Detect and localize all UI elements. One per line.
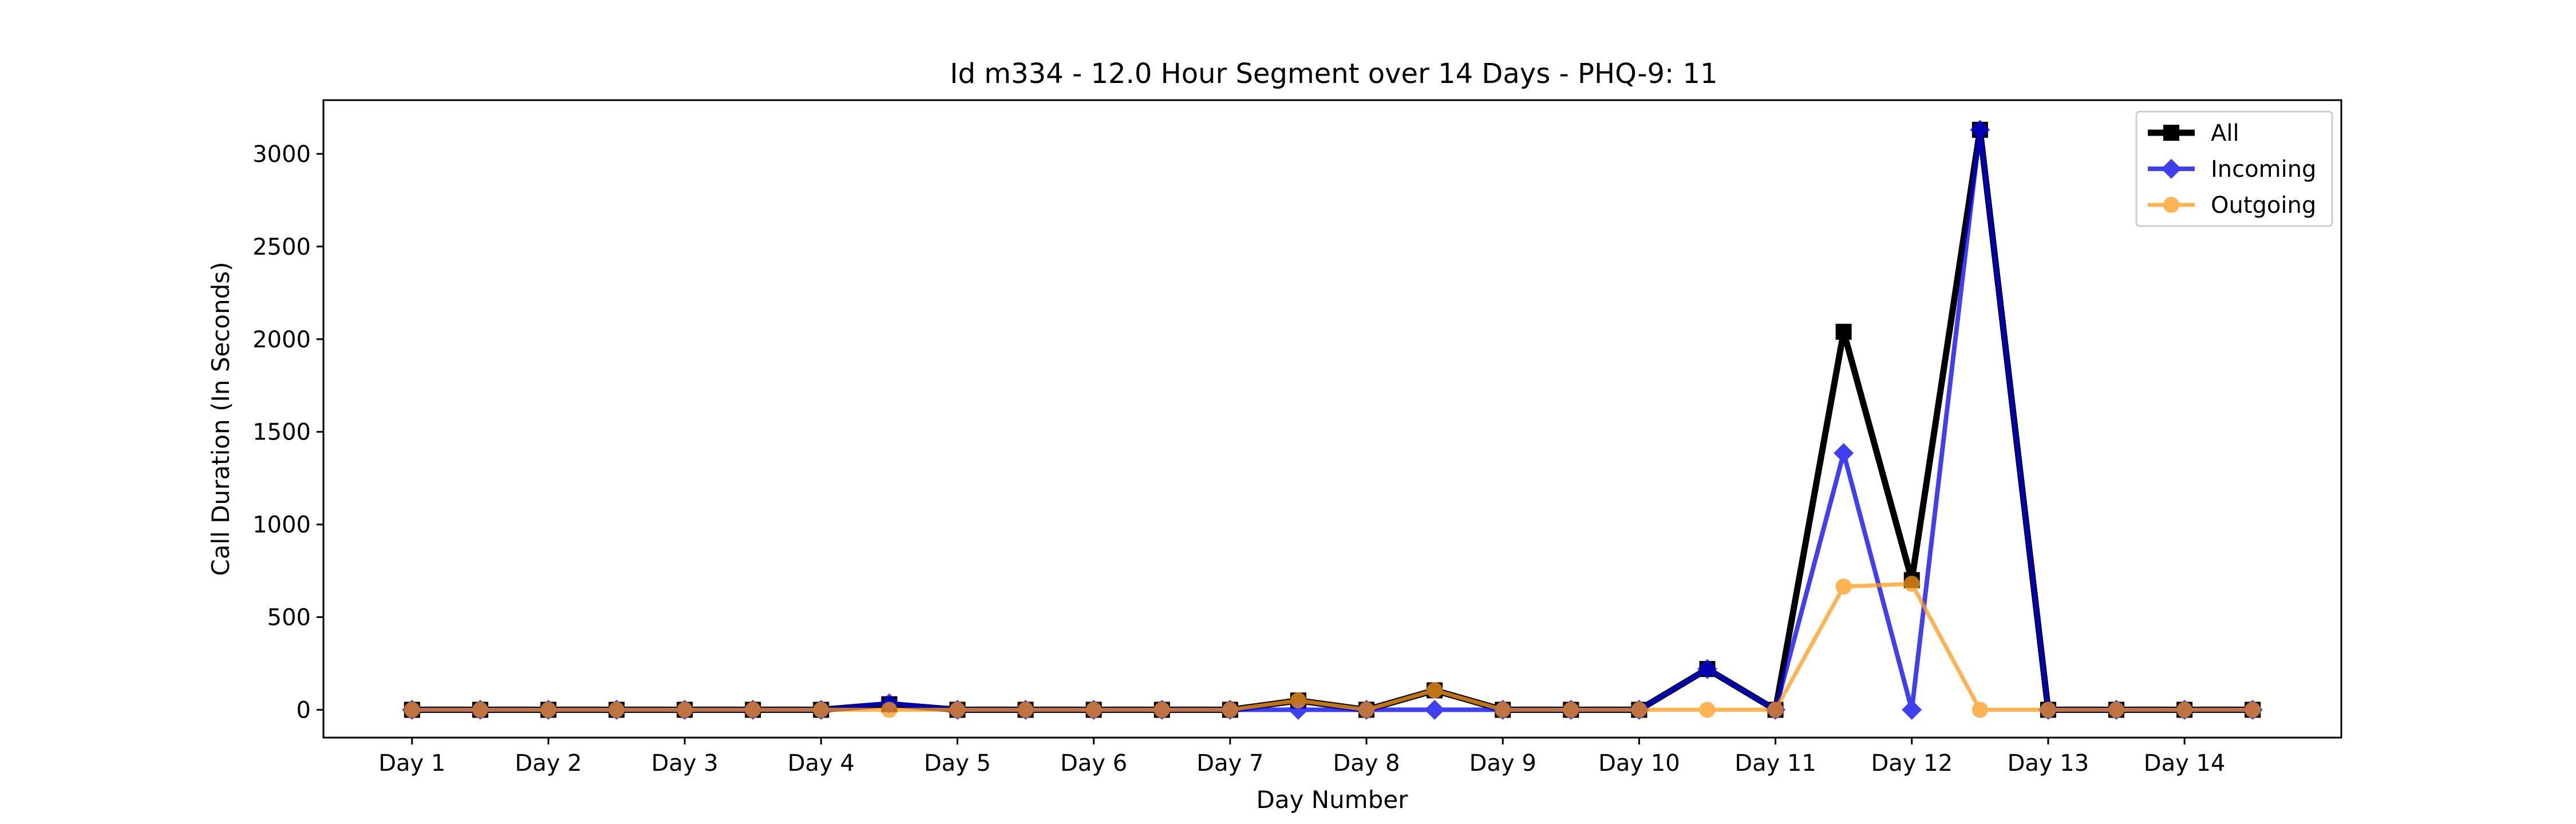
x-tick-label: Day 6 [1060,750,1127,777]
outgoing-point [2108,702,2125,718]
outgoing-point [609,702,625,718]
legend-entry-outgoing [2148,197,2195,213]
outgoing-point [813,702,829,718]
x-tick-label: Day 11 [1735,750,1816,777]
outgoing-point [1903,576,1920,592]
outgoing-point [745,702,761,718]
legend-label: Outgoing [2211,192,2316,219]
incoming-point [1970,120,1990,140]
outgoing-point [1290,692,1306,709]
outgoing-point [677,702,693,718]
x-tick-label: Day 13 [2008,750,2089,777]
legend-label: Incoming [2211,156,2316,183]
y-tick-label: 1500 [252,419,311,446]
outgoing-point [2176,702,2193,718]
legend-entry-all [2148,125,2195,141]
outgoing-point [2040,702,2056,718]
outgoing-point [540,702,556,718]
y-tick-label: 500 [267,605,311,631]
outgoing-point [1495,702,1511,718]
outgoing-point [1427,682,1443,699]
outgoing-point [1767,702,1784,718]
outgoing-point [1699,702,1716,718]
outgoing-point [1017,702,1034,718]
plot-area [402,120,2263,720]
x-axis: Day 1 Day 2 Day 3 Day 4 Day 5 Day 6 Day 7 Day 8… [378,738,2225,777]
outgoing-point [472,702,488,718]
y-tick-label: 3000 [252,141,311,168]
outgoing-point [1085,702,1102,718]
incoming-point [1424,699,1445,720]
y-axis-label: Call Duration (In Seconds) [207,262,235,576]
incoming-point [1697,659,1717,679]
legend-marker [2163,125,2179,141]
outgoing-point [404,702,420,718]
x-tick-label: Day 9 [1469,750,1536,777]
legend-box [2135,110,2333,227]
x-tick-label: Day 1 [378,750,445,777]
x-axis-label: Day Number [1256,786,1408,814]
x-tick-label: Day 14 [2144,750,2226,777]
outgoing-point [1971,702,1988,718]
x-tick-label: Day 7 [1196,750,1263,777]
y-tick-label: 2500 [252,234,311,260]
y-tick-label: 1000 [252,512,311,538]
outgoing-point [1222,702,1238,718]
series-outgoing [404,576,2261,718]
outgoing-point [1563,702,1579,718]
y-axis: 0 500 1000 1500 2000 2500 3000 [252,141,323,723]
x-tick-label: Day 4 [788,750,855,777]
y-tick-label: 0 [297,697,311,723]
legend: All Incoming Outgoing [2135,110,2333,227]
outgoing-point [1358,702,1375,718]
x-tick-label: Day 12 [1871,750,1953,777]
chart-title: Id m334 - 12.0 Hour Segment over 14 Days… [950,58,1717,90]
incoming-point [1902,699,1922,720]
x-tick-label: Day 2 [515,750,582,777]
x-tick-label: Day 3 [651,750,718,777]
plot-frame [322,99,2342,739]
incoming-point [1834,443,1854,464]
all-point [1835,323,1852,340]
outgoing-point [1835,579,1852,595]
legend-label: All [2211,120,2239,146]
outgoing-point [949,702,966,718]
y-tick-label: 2000 [252,327,311,353]
legend-marker [2161,159,2182,179]
outgoing-point [2245,702,2261,718]
outgoing-line [412,581,2253,712]
legend-marker [2163,197,2179,213]
x-tick-label: Day 5 [924,750,991,777]
outgoing-point [1153,702,1170,718]
outgoing-point [881,702,898,718]
outgoing-point [1631,702,1647,718]
legend-entry-incoming [2148,159,2195,179]
x-tick-label: Day 8 [1333,750,1400,777]
x-tick-label: Day 10 [1598,750,1680,777]
